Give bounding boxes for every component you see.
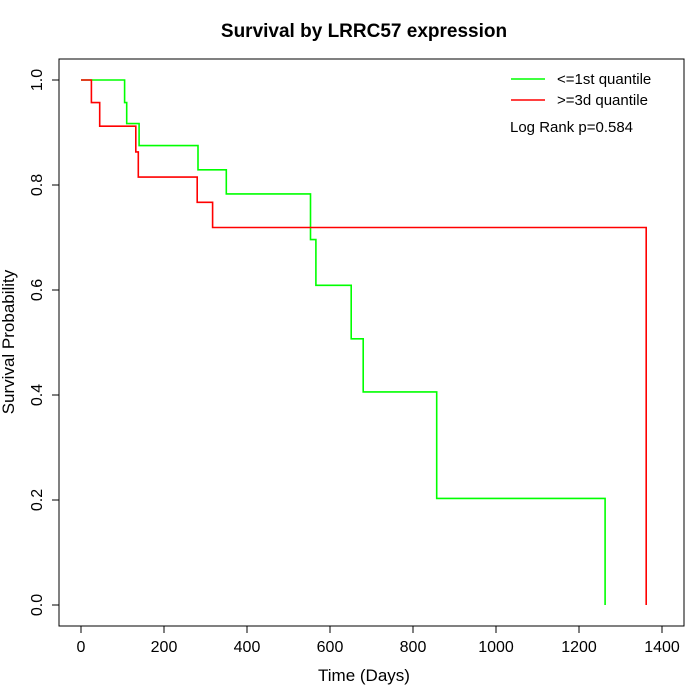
x-tick-label: 800 [400,639,427,656]
survival-curve-low [81,79,606,605]
x-tick-label: 0 [77,639,86,656]
x-axis-label: Time (Days) [318,666,410,685]
legend-label-low: <=1st quantile [557,71,651,88]
x-tick-label: 1400 [644,639,680,656]
survival-curves [81,79,648,605]
y-tick-label: 0.6 [29,279,46,301]
plot-area-frame [58,58,685,627]
y-axis: 0.0 0.2 0.4 0.6 0.8 1.0 [29,69,60,616]
x-axis: 0 200 400 600 800 1000 1200 1400 [77,625,680,656]
y-tick-label: 0.2 [29,489,46,511]
legend: <=1st quantile >=3d quantile Log Rank p=… [510,71,651,136]
y-tick-label: 0.8 [29,174,46,196]
y-tick-label: 0.4 [29,384,46,406]
x-tick-label: 1000 [478,639,514,656]
x-tick-label: 200 [151,639,178,656]
x-tick-label: 1200 [561,639,597,656]
x-tick-label: 600 [317,639,344,656]
survival-curve-high [81,79,648,605]
chart-title: Survival by LRRC57 expression [221,21,507,42]
x-tick-label: 400 [234,639,261,656]
log-rank-annotation: Log Rank p=0.584 [510,119,633,136]
y-axis-label: Survival Probability [0,269,18,414]
y-tick-label: 0.0 [29,594,46,616]
legend-label-high: >=3d quantile [557,92,648,109]
y-tick-label: 1.0 [29,69,46,91]
